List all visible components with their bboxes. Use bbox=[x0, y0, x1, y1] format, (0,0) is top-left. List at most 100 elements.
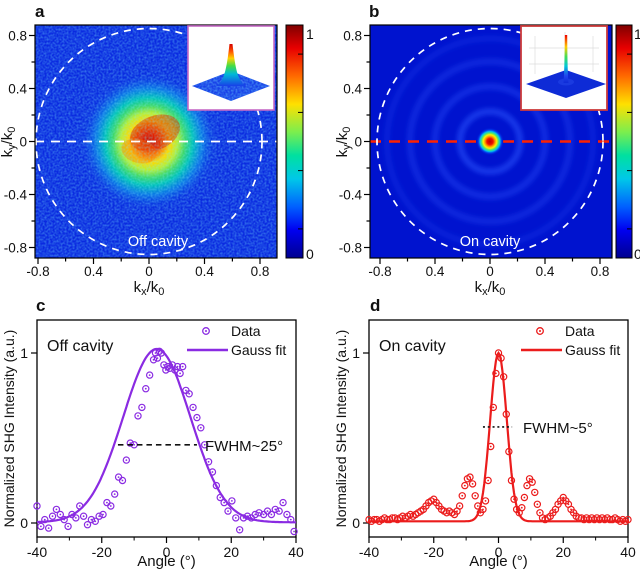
svg-text:0.8: 0.8 bbox=[8, 29, 27, 44]
legend-data-label: Data bbox=[231, 323, 261, 339]
data-point-center bbox=[211, 471, 214, 473]
data-point-center bbox=[133, 443, 136, 446]
data-point-center bbox=[458, 505, 461, 507]
data-point bbox=[523, 481, 531, 490]
data-point-center bbox=[156, 357, 159, 359]
data-point-center bbox=[533, 491, 536, 494]
data-point-center bbox=[188, 392, 191, 395]
fwhm-label: FWHM~5° bbox=[523, 420, 593, 437]
data-point bbox=[197, 424, 205, 432]
data-point bbox=[243, 512, 252, 520]
scatter-plot-c: -40 -20 0 20 40 0 1 Angle (°) Normalized SHG Int… bbox=[1, 319, 304, 570]
data-point-center bbox=[137, 415, 139, 417]
svg-text:0.4: 0.4 bbox=[343, 82, 362, 97]
data-point-center bbox=[144, 387, 147, 390]
data-point bbox=[455, 502, 464, 510]
data-point bbox=[110, 490, 119, 498]
data-point-center bbox=[531, 481, 534, 484]
data-point-center bbox=[487, 479, 490, 482]
legend-data-label: Data bbox=[565, 323, 595, 339]
svg-text:-0.8: -0.8 bbox=[26, 264, 49, 279]
data-point-center bbox=[121, 479, 124, 482]
data-point bbox=[502, 410, 510, 418]
data-point bbox=[271, 505, 279, 514]
data-point-center bbox=[230, 500, 233, 502]
data-point-center bbox=[148, 374, 151, 376]
data-point-center bbox=[520, 506, 523, 509]
data-point bbox=[275, 507, 283, 515]
panel-letter-d: d bbox=[370, 296, 380, 315]
data-point bbox=[208, 468, 217, 476]
data-point-center bbox=[510, 479, 513, 482]
cavity-label: On cavity bbox=[379, 338, 446, 355]
data-point-center bbox=[484, 500, 487, 502]
data-point-center bbox=[270, 513, 273, 516]
data-point bbox=[531, 488, 539, 497]
heatmap-b-ytick-labels: 0.8 0.4 0 -0.4 -0.8 bbox=[339, 29, 363, 256]
data-point bbox=[533, 500, 542, 508]
data-point bbox=[107, 502, 115, 510]
data-point bbox=[492, 369, 500, 378]
data-point bbox=[189, 403, 197, 412]
data-point-center bbox=[567, 503, 570, 506]
colorbar-a-min-label: 0 bbox=[306, 246, 314, 262]
y-tick-label: 1 bbox=[20, 345, 28, 361]
data-point-center bbox=[176, 365, 179, 368]
data-point-center bbox=[43, 518, 46, 521]
x-axis-label: Angle (°) bbox=[137, 553, 196, 570]
data-point bbox=[176, 369, 184, 378]
data-point-center bbox=[456, 510, 458, 512]
y-tick-label: 1 bbox=[352, 345, 360, 361]
x-tick-label: -40 bbox=[27, 544, 47, 560]
data-point-center bbox=[185, 389, 187, 392]
data-point-center bbox=[106, 501, 108, 504]
svg-text:0.8: 0.8 bbox=[591, 264, 610, 279]
data-point bbox=[157, 349, 166, 357]
data-point bbox=[164, 362, 172, 371]
data-point-center bbox=[461, 494, 464, 497]
data-point-center bbox=[179, 372, 181, 375]
data-point-center bbox=[207, 460, 210, 463]
svg-text:0.8: 0.8 bbox=[251, 264, 270, 279]
data-point bbox=[193, 413, 201, 422]
heatmap-a-ytick-labels: 0.8 0.4 0 -0.4 -0.8 bbox=[4, 29, 28, 256]
legend-data-marker-center bbox=[539, 330, 541, 332]
x-tick-label: 0 bbox=[163, 544, 171, 560]
colorbar-b: 1 0 bbox=[615, 24, 640, 262]
data-point bbox=[118, 476, 127, 485]
data-point bbox=[99, 510, 107, 519]
inset-3d-surface-b bbox=[520, 25, 608, 111]
data-point bbox=[72, 514, 80, 522]
data-point-center bbox=[140, 406, 143, 409]
data-point-center bbox=[463, 484, 466, 487]
data-point-center bbox=[82, 515, 85, 518]
data-point-center bbox=[476, 505, 479, 507]
data-point-center bbox=[526, 484, 528, 487]
data-point bbox=[216, 493, 224, 502]
panel-letter-c: c bbox=[36, 296, 45, 315]
data-point bbox=[228, 497, 236, 505]
data-point bbox=[79, 512, 88, 520]
svg-text:-0.8: -0.8 bbox=[368, 264, 391, 279]
data-point-center bbox=[266, 510, 269, 512]
data-point-center bbox=[471, 483, 474, 485]
data-point-center bbox=[203, 443, 206, 446]
data-point-center bbox=[523, 496, 526, 499]
data-point bbox=[87, 515, 96, 524]
x-tick-label: -20 bbox=[92, 544, 112, 560]
heatmap-a-xlabel-kx: kx/k0 bbox=[134, 279, 165, 298]
data-point-center bbox=[513, 498, 515, 501]
svg-text:-0.4: -0.4 bbox=[4, 188, 28, 203]
data-point-center bbox=[181, 365, 184, 368]
data-point bbox=[201, 441, 209, 449]
inset-b-spike bbox=[563, 35, 569, 83]
heatmap-a-xtick-labels: -0.8 0.4 0 0.4 0.8 bbox=[26, 264, 269, 279]
data-point-center bbox=[94, 520, 97, 523]
data-point-center bbox=[113, 493, 116, 495]
data-point-center bbox=[627, 518, 629, 521]
data-point bbox=[489, 403, 498, 412]
heatmap-b-xlabel-kx: kx/k0 bbox=[475, 279, 506, 298]
data-point bbox=[279, 498, 287, 507]
data-point bbox=[37, 522, 45, 531]
colorbar-b-max-label: 1 bbox=[634, 26, 640, 42]
